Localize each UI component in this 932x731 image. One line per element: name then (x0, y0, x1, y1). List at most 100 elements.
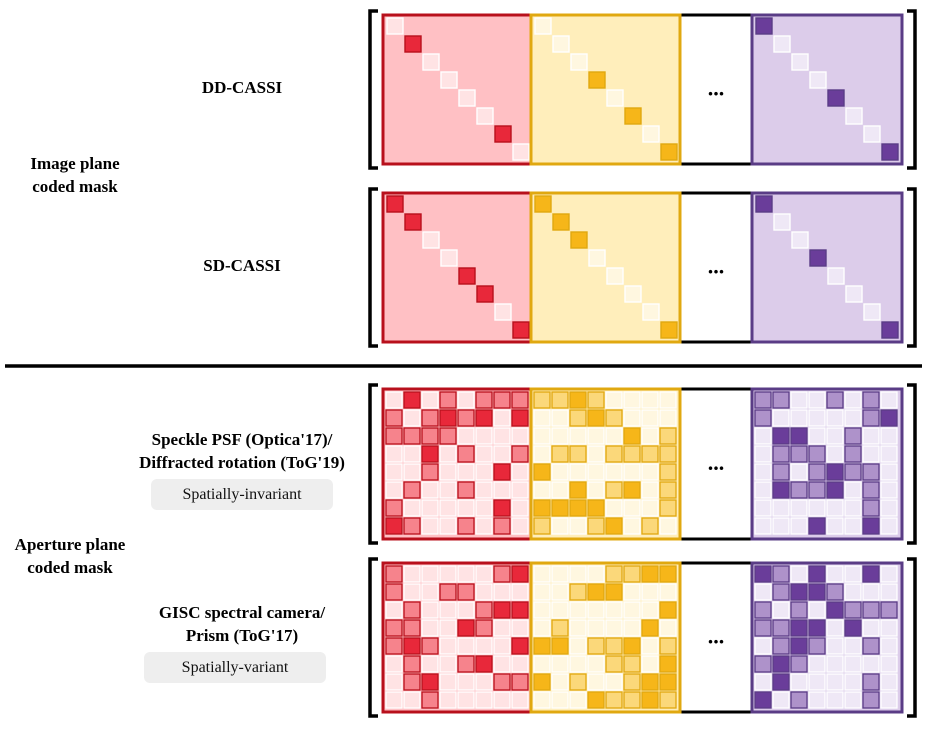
mask-cell (511, 583, 529, 601)
mask-cell (623, 499, 641, 517)
dd-cassi-left-bracket (368, 9, 378, 170)
mask-cell (809, 249, 827, 267)
mask-cell (493, 637, 511, 655)
mask-cell (587, 499, 605, 517)
mask-cell (421, 637, 439, 655)
mask-cell (475, 673, 493, 691)
mask-cell (569, 481, 587, 499)
speckle-title-line2: Diffracted rotation (ToG'19) (139, 453, 345, 472)
mask-cell (880, 673, 898, 691)
mask-cell (551, 445, 569, 463)
mask-cell (475, 655, 493, 673)
mask-cell (552, 35, 570, 53)
mask-cell (754, 565, 772, 583)
mask-cell (511, 655, 529, 673)
mask-cell (844, 601, 862, 619)
mask-cell (493, 583, 511, 601)
mask-cell (421, 565, 439, 583)
mask-cell (659, 463, 677, 481)
mask-cell (623, 517, 641, 535)
mask-cell (641, 445, 659, 463)
gisc-title-line1: GISC spectral camera/ (158, 603, 326, 622)
mask-cell (623, 673, 641, 691)
mask-cell (385, 691, 403, 709)
mask-cell (493, 601, 511, 619)
mask-cell (551, 637, 569, 655)
mask-cell (587, 463, 605, 481)
mask-cell (439, 565, 457, 583)
mask-cell (457, 409, 475, 427)
mask-cell (403, 517, 421, 535)
mask-cell (533, 427, 551, 445)
gisc-mask-row: ... (368, 557, 917, 718)
mask-cell (533, 391, 551, 409)
mask-cell (863, 125, 881, 143)
mask-cell (660, 143, 678, 161)
mask-cell (880, 391, 898, 409)
mask-cell (826, 409, 844, 427)
gisc-label: GISC spectral camera/ Prism (ToG'17) (112, 601, 372, 647)
mask-cell (511, 517, 529, 535)
mask-cell (862, 517, 880, 535)
mask-cell (826, 619, 844, 637)
mask-cell (534, 195, 552, 213)
mask-cell (439, 691, 457, 709)
mask-cell (385, 445, 403, 463)
dd-cassi-title: DD-CASSI (201, 78, 283, 97)
mask-cell (475, 391, 493, 409)
mask-cell (623, 427, 641, 445)
mask-cell (754, 409, 772, 427)
mask-cell (641, 499, 659, 517)
mask-cell (439, 637, 457, 655)
mask-cell (421, 673, 439, 691)
mask-cell (587, 409, 605, 427)
mask-cell (511, 691, 529, 709)
mask-cell (808, 463, 826, 481)
mask-cell (772, 583, 790, 601)
sd-cassi-purple-panel (750, 191, 904, 344)
mask-cell (826, 565, 844, 583)
mask-cell (457, 427, 475, 445)
mask-cell (421, 409, 439, 427)
sd-cassi-red-panel (381, 191, 533, 344)
mask-cell (880, 655, 898, 673)
mask-cell (439, 601, 457, 619)
mask-cell (827, 267, 845, 285)
mask-cell (659, 673, 677, 691)
mask-cell (551, 427, 569, 445)
mask-cell (623, 565, 641, 583)
mask-cell (588, 249, 606, 267)
mask-cell (641, 583, 659, 601)
mask-cell (386, 195, 404, 213)
mask-cell (659, 583, 677, 601)
mask-cell (493, 517, 511, 535)
sd-cassi-title: SD-CASSI (203, 256, 281, 275)
mask-cell (826, 427, 844, 445)
mask-cell (790, 583, 808, 601)
mask-cell (790, 499, 808, 517)
mask-cell (844, 391, 862, 409)
mask-cell (754, 391, 772, 409)
mask-cell (881, 321, 899, 339)
mask-cell (605, 583, 623, 601)
mask-cell (754, 691, 772, 709)
mask-cell (587, 427, 605, 445)
mask-cell (790, 463, 808, 481)
mask-cell (587, 517, 605, 535)
mask-cell (641, 565, 659, 583)
mask-cell (808, 601, 826, 619)
mask-cell (569, 499, 587, 517)
mask-cell (439, 481, 457, 499)
mask-cell (439, 619, 457, 637)
mask-cell (660, 321, 678, 339)
mask-cell (551, 517, 569, 535)
mask-cell (533, 601, 551, 619)
mask-cell (845, 107, 863, 125)
mask-cell (587, 565, 605, 583)
mask-cell (623, 691, 641, 709)
mask-cell (439, 463, 457, 481)
mask-cell (772, 655, 790, 673)
mask-cell (772, 463, 790, 481)
mask-cell (385, 637, 403, 655)
mask-cell (457, 637, 475, 655)
